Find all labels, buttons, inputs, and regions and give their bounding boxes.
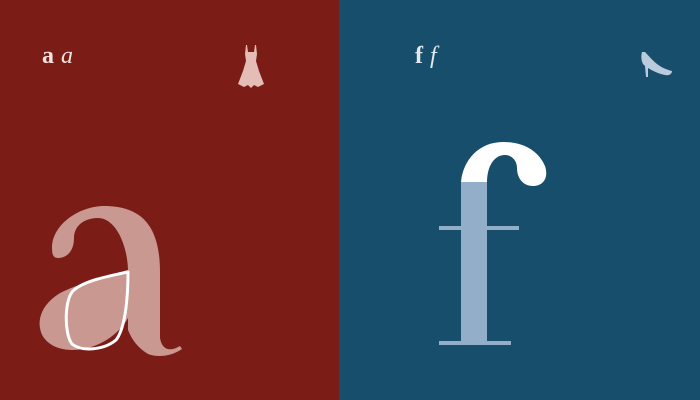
letter-a-arch [52, 206, 182, 357]
letter-a-bowl [39, 270, 128, 350]
letter-a-bowl-outline [64, 270, 130, 351]
high-heel-shoe-icon [641, 52, 672, 77]
italic-letter-f: f [430, 43, 438, 69]
letter-f-crossbar [439, 226, 519, 230]
regular-letter-f: f [415, 43, 424, 69]
large-letter-f-illustration [439, 142, 547, 345]
letter-f-hook [461, 142, 547, 186]
letter-f-foot [439, 341, 511, 345]
dress-icon [238, 45, 264, 88]
italic-letter-a: a [61, 43, 74, 69]
letter-f-stem [461, 182, 487, 344]
regular-letter-a: a [42, 43, 55, 69]
large-letter-a-illustration [39, 206, 182, 357]
